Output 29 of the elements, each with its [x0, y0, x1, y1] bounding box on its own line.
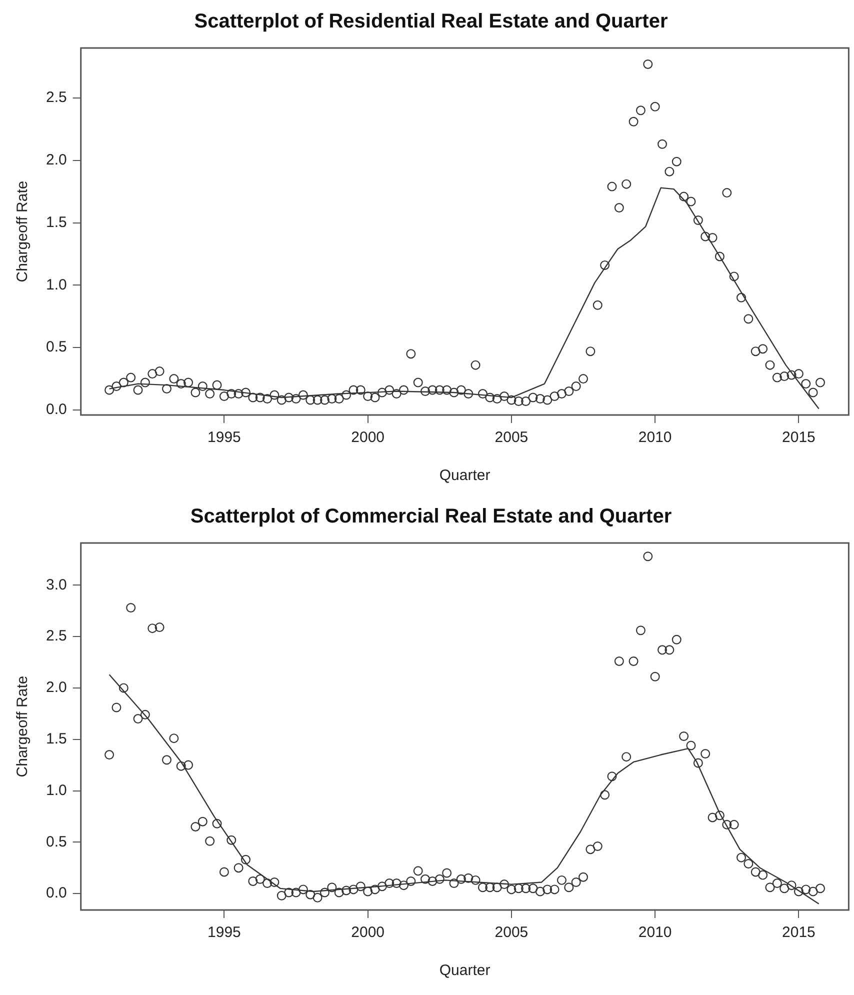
y-tick-label: 2.0	[46, 679, 67, 696]
y-tick-label: 2.5	[46, 89, 67, 106]
y-tick-label: 0.5	[46, 338, 67, 356]
x-tick-label: 1995	[208, 924, 241, 942]
x-tick-label: 2005	[494, 429, 528, 446]
y-tick-label: 1.5	[46, 730, 67, 748]
y-tick-label: 3.0	[46, 576, 67, 594]
x-tick-label: 2000	[351, 924, 385, 942]
y-tick-label: 2.0	[46, 151, 67, 168]
y-tick-label: 0.0	[46, 401, 67, 418]
x-axis-title: Quarter	[439, 467, 490, 484]
chart-title: Scatterplot of Commercial Real Estate and Quarter	[190, 506, 672, 528]
y-tick-label: 1.0	[46, 276, 67, 294]
chart-title: Scatterplot of Residential Real Estate and Quarter	[194, 10, 668, 33]
x-tick-label: 2010	[638, 924, 672, 942]
y-tick-label: 2.5	[46, 628, 67, 645]
x-tick-label: 2000	[351, 429, 385, 446]
y-tick-label: 1.0	[46, 782, 67, 799]
x-tick-label: 2015	[782, 924, 816, 942]
y-axis-title: Chargeoff Rate	[14, 180, 32, 282]
x-tick-label: 2015	[782, 429, 816, 446]
y-tick-label: 1.5	[46, 214, 67, 231]
x-tick-label: 2005	[494, 924, 528, 942]
y-tick-label: 0.0	[46, 884, 67, 902]
y-axis-title: Chargeoff Rate	[14, 676, 32, 778]
x-tick-label: 2010	[638, 429, 672, 446]
x-tick-label: 1995	[208, 429, 241, 446]
x-axis-title: Quarter	[439, 962, 490, 980]
y-tick-label: 0.5	[46, 833, 67, 850]
